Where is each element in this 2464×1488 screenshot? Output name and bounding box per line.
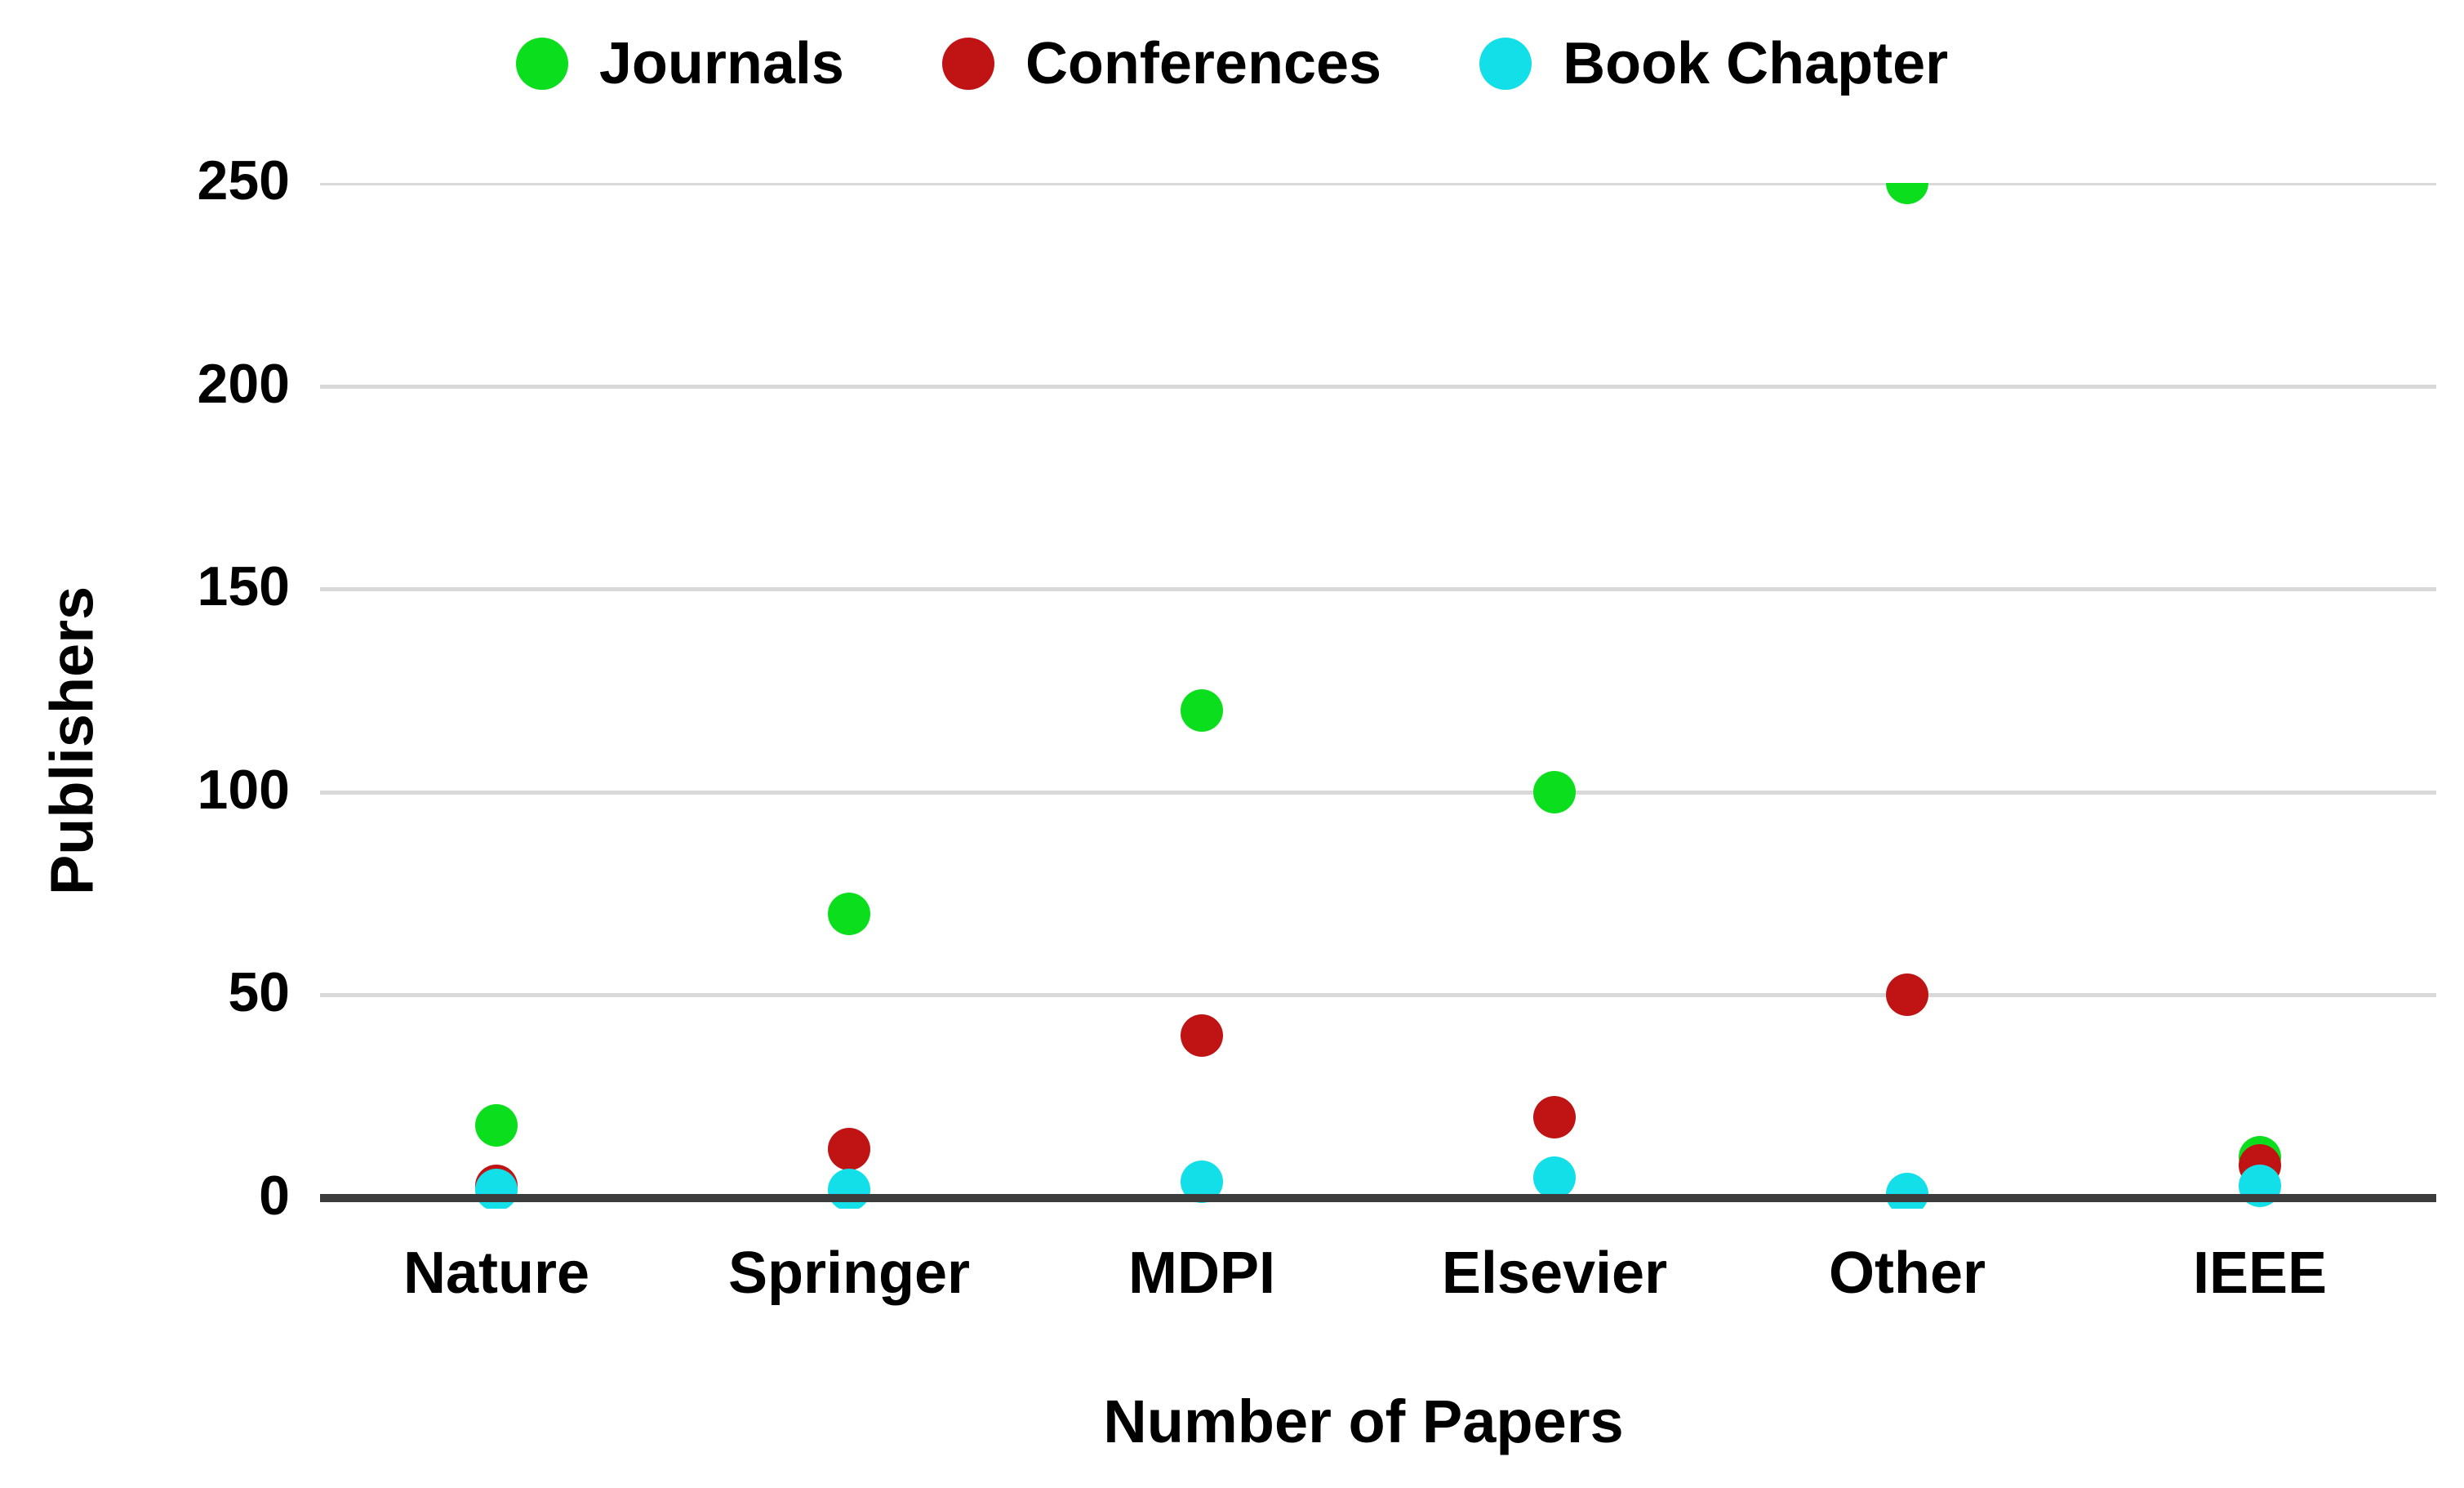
y-tick-label: 100 <box>197 758 290 821</box>
x-axis-line <box>320 1194 2436 1202</box>
data-point-book-chapter[interactable] <box>828 1169 870 1209</box>
data-point-journals[interactable] <box>1533 770 1576 813</box>
y-tick-label: 50 <box>228 961 290 1024</box>
legend-marker-icon <box>1479 38 1532 90</box>
data-point-book-chapter[interactable] <box>1533 1156 1576 1200</box>
data-point-journals[interactable] <box>1181 689 1223 733</box>
x-category-label-nature: Nature <box>403 1241 590 1306</box>
data-point-conferences[interactable] <box>1181 1014 1223 1058</box>
gridline <box>320 587 2436 592</box>
data-point-conferences[interactable] <box>1533 1095 1576 1138</box>
y-tick-label: 250 <box>197 149 290 212</box>
y-tick-label: 0 <box>259 1164 290 1227</box>
plot-area <box>320 183 2436 1209</box>
gridline <box>320 183 2436 185</box>
gridline <box>320 993 2436 998</box>
data-point-conferences[interactable] <box>1886 973 1928 1017</box>
data-point-journals[interactable] <box>1886 183 1928 204</box>
data-point-journals[interactable] <box>828 892 870 935</box>
x-category-label-springer: Springer <box>727 1241 971 1306</box>
chart-legend: Journals Conferences Book Chapter <box>0 15 2464 113</box>
legend-item-book-chapter[interactable]: Book Chapter <box>1479 30 1948 97</box>
legend-marker-icon <box>515 38 568 90</box>
x-category-label-ieee: IEEE <box>2192 1241 2328 1306</box>
y-axis-title: Publishers <box>38 586 106 896</box>
data-point-book-chapter[interactable] <box>1886 1173 1928 1209</box>
legend-item-conferences[interactable]: Conferences <box>941 30 1382 97</box>
legend-label: Conferences <box>1025 31 1382 96</box>
y-tick-label: 150 <box>197 555 290 618</box>
legend-label: Journals <box>598 31 844 96</box>
gridline <box>320 384 2436 389</box>
x-axis-title: Number of Papers <box>1103 1388 1624 1455</box>
x-category-label-mdpi: MDPI <box>1128 1241 1275 1306</box>
legend-label: Book Chapter <box>1563 31 1949 96</box>
y-tick-label: 200 <box>197 352 290 415</box>
gridline <box>320 790 2436 795</box>
x-category-label-other: Other <box>1828 1241 1986 1306</box>
data-point-conferences[interactable] <box>828 1128 870 1171</box>
legend-item-journals[interactable]: Journals <box>515 30 844 97</box>
legend-marker-icon <box>941 38 994 90</box>
data-point-journals[interactable] <box>475 1103 518 1147</box>
data-point-book-chapter[interactable] <box>475 1169 518 1209</box>
x-category-label-elsevier: Elsevier <box>1441 1241 1668 1306</box>
